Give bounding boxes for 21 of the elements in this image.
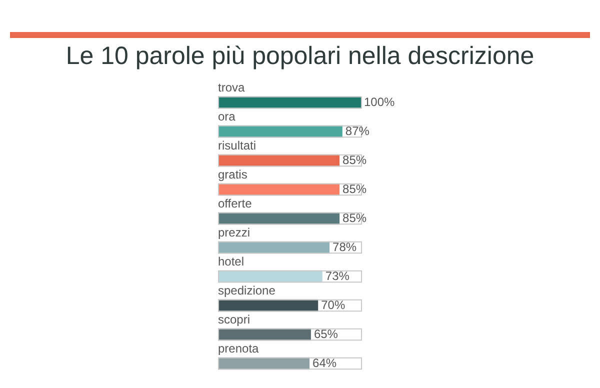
data-label: 87% xyxy=(345,124,370,138)
y-tick-label: prezzi xyxy=(218,226,250,240)
y-tick-label: trova xyxy=(218,80,246,95)
data-label: 85% xyxy=(342,152,367,167)
data-label: 65% xyxy=(314,326,338,341)
data-label: 78% xyxy=(332,240,357,254)
y-tick-label: spedizione xyxy=(218,284,276,298)
data-label: 85% xyxy=(342,182,367,196)
y-tick-label: ora xyxy=(218,110,236,124)
chart-title: Le 10 parole più popolari nella descrizione xyxy=(64,42,536,71)
data-label: 64% xyxy=(312,356,337,370)
y-tick-label: offerte xyxy=(218,196,252,211)
y-tick-label: risultati xyxy=(218,138,256,153)
data-label: 85% xyxy=(342,210,367,225)
data-label: 70% xyxy=(321,298,346,312)
data-label: 100% xyxy=(364,94,396,109)
y-tick-label: scopri xyxy=(218,312,250,327)
y-tick-label: hotel xyxy=(218,254,244,269)
y-tick-label: gratis xyxy=(218,168,248,182)
y-tick-label: prenota xyxy=(218,342,260,356)
data-label: 73% xyxy=(325,268,350,283)
